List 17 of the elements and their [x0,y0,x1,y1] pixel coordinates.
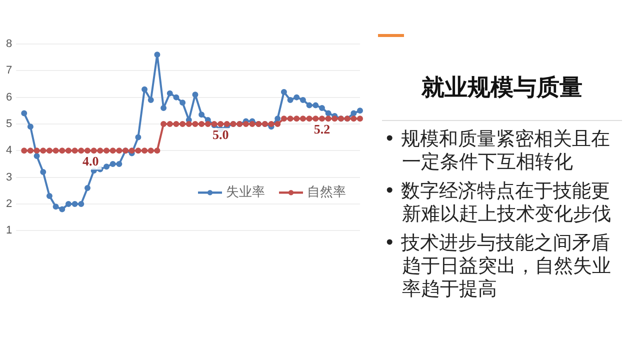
y-tick-label: 1 [6,224,12,237]
y-tick-label: 4 [6,144,12,157]
y-tick-label: 7 [6,64,12,77]
y-tick-label: 8 [6,38,12,50]
text: • 技术进步与技能之间矛盾趋于日益突出，自然失业率趋于提高 [384,232,612,301]
legend-label: 自然率 [307,184,346,200]
y-tick-label: 2 [6,198,12,210]
y-tick-label: 6 [6,91,12,104]
annotation: 4.0 [82,153,99,168]
text: 就业规模与质量 [420,74,584,103]
text: • 数字经济特点在于技能更新难以赶上技术变化步伐 [384,180,612,226]
y-tick-label: 5 [6,118,12,130]
annotation: 5.2 [314,122,330,136]
annotation: 5.0 [212,126,229,142]
legend-label: 失业率 [226,184,265,200]
text: • 规模和质量紧密相关且在一定条件下互相转化 [384,128,612,174]
y-tick-label: 3 [6,171,12,184]
